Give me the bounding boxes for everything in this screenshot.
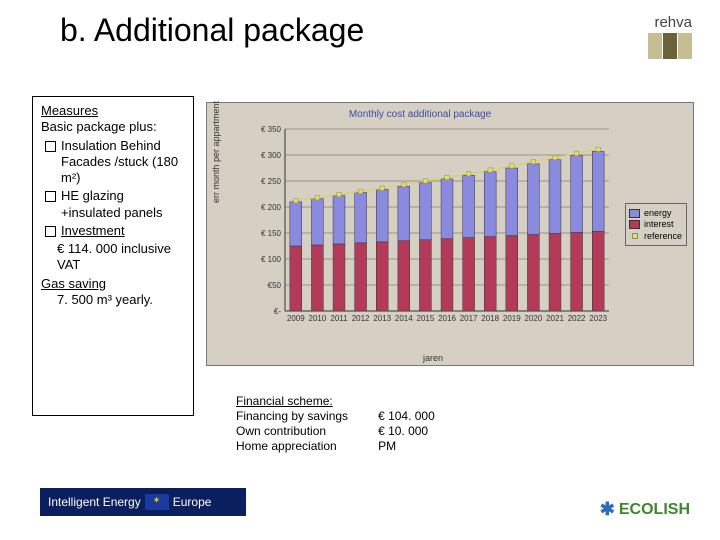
svg-text:2012: 2012 bbox=[352, 314, 370, 323]
footer-text: Intelligent Energy bbox=[48, 495, 141, 509]
measures-basic: Basic package plus: bbox=[41, 119, 187, 135]
measures-panel: Measures Basic package plus: Insulation … bbox=[32, 96, 194, 416]
page-title: b. Additional package bbox=[60, 12, 364, 49]
legend-swatch-interest bbox=[629, 220, 640, 229]
svg-text:€ 250: € 250 bbox=[261, 177, 282, 186]
svg-text:2016: 2016 bbox=[438, 314, 456, 323]
footer-text: Europe bbox=[173, 495, 212, 509]
measures-heading: Measures bbox=[41, 103, 187, 119]
svg-text:€ 350: € 350 bbox=[261, 125, 282, 134]
svg-text:2017: 2017 bbox=[460, 314, 478, 323]
fin-value: € 104. 000 bbox=[378, 409, 435, 424]
svg-text:2011: 2011 bbox=[330, 314, 348, 323]
rehva-logo: rehva bbox=[648, 14, 692, 59]
slide: b. Additional package rehva Measures Bas… bbox=[0, 0, 720, 540]
svg-text:€ 300: € 300 bbox=[261, 151, 282, 160]
fin-label: Financing by savings bbox=[236, 409, 348, 424]
measures-investment: € 114. 000 inclusive VAT bbox=[41, 241, 187, 274]
svg-text:2015: 2015 bbox=[417, 314, 435, 323]
legend-label: energy bbox=[644, 208, 672, 218]
svg-text:2010: 2010 bbox=[309, 314, 327, 323]
svg-text:2018: 2018 bbox=[481, 314, 499, 323]
svg-text:€ 100: € 100 bbox=[261, 255, 282, 264]
ecolish-star-icon: ✱ bbox=[600, 499, 615, 520]
measures-list: Insulation Behind Facades /stuck (180 m²… bbox=[45, 138, 187, 240]
svg-text:2014: 2014 bbox=[395, 314, 413, 323]
footer-intelligent-energy: Intelligent Energy Europe bbox=[40, 488, 246, 516]
footer-text: ECOLISH bbox=[619, 501, 690, 519]
chart-plot: €- €50 € 100 € 150 € 200 € 250 € 300 € 350 2009 2… bbox=[253, 125, 613, 333]
eu-flag-icon bbox=[145, 494, 169, 510]
legend-swatch-energy bbox=[629, 209, 640, 218]
footer-ecolish: ✱ ECOLISH bbox=[600, 499, 690, 520]
svg-text:2022: 2022 bbox=[568, 314, 586, 323]
svg-text:2020: 2020 bbox=[525, 314, 543, 323]
svg-text:€50: €50 bbox=[268, 281, 282, 290]
measures-item: Insulation Behind Facades /stuck (180 m²… bbox=[45, 138, 187, 187]
chart-title: Monthly cost additional package bbox=[207, 109, 633, 120]
logo-bar bbox=[663, 33, 677, 59]
chart: Monthly cost additional package err mont… bbox=[206, 102, 694, 366]
fin-heading: Financial scheme: bbox=[236, 394, 348, 409]
measures-item: HE glazing +insulated panels bbox=[45, 188, 187, 221]
svg-text:2021: 2021 bbox=[546, 314, 564, 323]
svg-text:2013: 2013 bbox=[373, 314, 391, 323]
financial-scheme: Financial scheme: Financing by savings O… bbox=[236, 394, 676, 454]
gas-heading: Gas saving bbox=[41, 276, 187, 292]
svg-text:€ 150: € 150 bbox=[261, 229, 282, 238]
gas-line: 7. 500 m³ yearly. bbox=[41, 292, 187, 308]
fin-value: € 10. 000 bbox=[378, 424, 435, 439]
fin-label: Own contribution bbox=[236, 424, 348, 439]
svg-text:2019: 2019 bbox=[503, 314, 521, 323]
svg-text:€-: €- bbox=[274, 307, 281, 316]
logo-bar bbox=[678, 33, 692, 59]
logo-bar bbox=[648, 33, 662, 59]
chart-xlabel: jaren bbox=[253, 353, 613, 363]
chart-ylabel: err month per appartment bbox=[211, 101, 221, 203]
legend-label: interest bbox=[644, 219, 674, 229]
legend-label: reference bbox=[644, 231, 682, 241]
svg-text:2023: 2023 bbox=[589, 314, 607, 323]
svg-text:€ 200: € 200 bbox=[261, 203, 282, 212]
chart-legend: energy interest reference bbox=[625, 203, 687, 246]
measures-item: Investment bbox=[45, 223, 187, 239]
fin-value: PM bbox=[378, 439, 435, 454]
rehva-logo-text: rehva bbox=[648, 14, 692, 31]
legend-swatch-reference bbox=[629, 230, 640, 241]
svg-text:2009: 2009 bbox=[287, 314, 305, 323]
fin-label: Home appreciation bbox=[236, 439, 348, 454]
